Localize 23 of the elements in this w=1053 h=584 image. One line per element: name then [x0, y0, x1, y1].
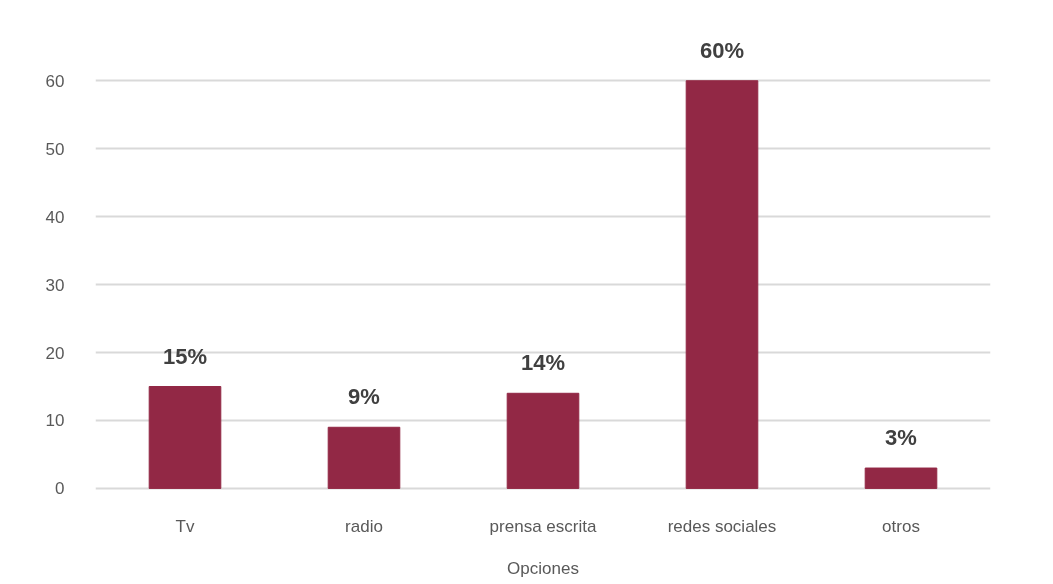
y-tick-label: 60 [45, 71, 65, 91]
bar [685, 80, 759, 489]
y-tick-label: 0 [55, 479, 65, 499]
data-label: 60% [699, 37, 745, 63]
x-tick-label: redes sociales [667, 516, 777, 536]
y-tick-label: 50 [45, 139, 65, 159]
x-axis-title: Opciones [507, 558, 579, 578]
bar [506, 392, 580, 489]
y-tick-label: 30 [45, 275, 65, 295]
x-tick-label: prensa escrita [489, 516, 597, 536]
y-tick-label: 40 [45, 207, 65, 227]
bar [148, 386, 222, 489]
x-tick-label: radio [345, 516, 383, 536]
x-tick-label: Tv [175, 516, 195, 536]
data-label: 9% [348, 384, 380, 410]
bar [864, 467, 938, 489]
data-label: 15% [162, 343, 208, 369]
data-label: 14% [520, 350, 566, 376]
y-tick-label: 20 [45, 343, 65, 363]
data-label: 3% [885, 425, 917, 451]
y-tick-label: 10 [45, 411, 65, 431]
bar [327, 426, 401, 489]
x-tick-label: otros [882, 516, 920, 536]
